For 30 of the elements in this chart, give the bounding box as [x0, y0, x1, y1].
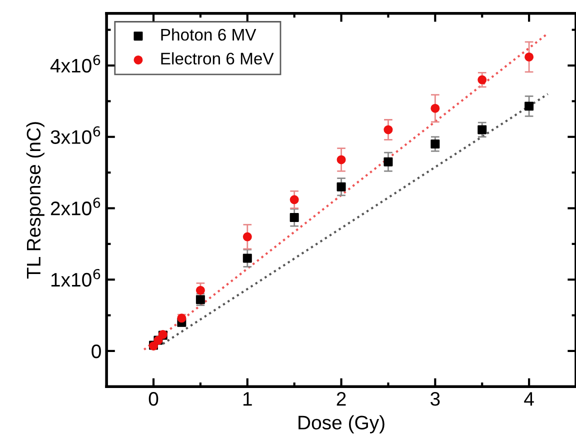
point	[242, 254, 252, 263]
y-tick-label: 2x10$^{6}$	[50, 198, 100, 216]
point	[290, 213, 299, 222]
x-tick-label: 3	[430, 392, 440, 406]
y-tick-label: 3x10$^{6}$	[50, 126, 100, 144]
x-tick-label: 0	[148, 392, 158, 406]
legend-label: Electron 6 MeV	[161, 52, 274, 65]
point	[242, 232, 252, 242]
y-tick-label: 1x10$^{6}$	[51, 268, 100, 287]
point	[177, 314, 186, 323]
point	[384, 125, 393, 134]
point	[430, 140, 440, 149]
point	[336, 155, 346, 164]
point	[384, 157, 393, 166]
point	[290, 195, 299, 204]
y-axis-title: TL Response (nC)	[26, 122, 44, 279]
y-tick-label: 4x10$^{6}$	[50, 54, 100, 73]
x-tick-label: 2	[336, 392, 346, 406]
point	[430, 104, 440, 113]
legend-label: Photon 6 MV	[161, 28, 256, 41]
point	[196, 286, 205, 295]
point	[478, 125, 487, 134]
x-tick-label: 4	[524, 392, 534, 406]
x-tick-label: 1	[243, 392, 252, 406]
x-axis-title: Dose (Gy)	[298, 415, 384, 434]
point	[336, 182, 346, 192]
point	[478, 75, 487, 84]
point	[524, 52, 534, 62]
y-tick-label: 0	[92, 344, 101, 358]
point	[524, 102, 534, 111]
